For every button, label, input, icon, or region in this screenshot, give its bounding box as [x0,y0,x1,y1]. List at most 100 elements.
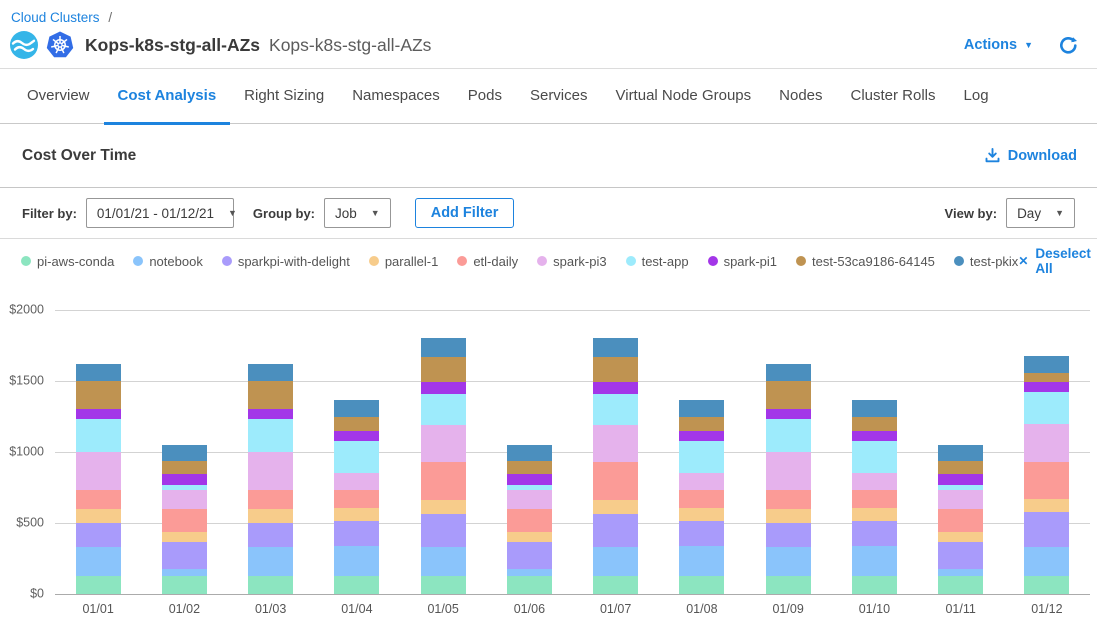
bar-segment-pi-aws-conda[interactable] [851,575,897,594]
bar-segment-sparkpi-with-delight[interactable] [420,513,466,548]
bar-segment-etl-daily[interactable] [75,489,121,509]
bar-segment-spark-pi3[interactable] [593,425,639,462]
bar-segment-etl-daily[interactable] [1024,461,1070,499]
bar-segment-spark-pi1[interactable] [420,381,466,394]
bar-segment-parallel-1[interactable] [75,508,121,524]
bar-segment-sparkpi-with-delight[interactable] [593,513,639,548]
bar-segment-test-pkix[interactable] [75,364,121,382]
tab-namespaces[interactable]: Namespaces [352,87,440,104]
bar-segment-pi-aws-conda[interactable] [506,576,552,594]
bar-segment-notebook[interactable] [1024,547,1070,576]
tab-virtual-node-groups[interactable]: Virtual Node Groups [615,87,752,104]
stacked-bar-01-04[interactable] [334,399,380,594]
bar-segment-test-pkix[interactable] [506,444,552,461]
bar-segment-spark-pi3[interactable] [851,472,897,490]
bar-segment-sparkpi-with-delight[interactable] [248,523,294,548]
bar-segment-pi-aws-conda[interactable] [1024,575,1070,594]
stacked-bar-01-03[interactable] [248,364,294,594]
bar-segment-notebook[interactable] [334,546,380,576]
add-filter-button[interactable]: Add Filter [414,198,515,228]
bar-segment-notebook[interactable] [765,547,811,577]
bar-segment-sparkpi-with-delight[interactable] [1024,511,1070,548]
bar-segment-test-app[interactable] [679,441,725,473]
stacked-bar-01-08[interactable] [679,399,725,594]
bar-segment-pi-aws-conda[interactable] [334,575,380,594]
bar-segment-sparkpi-with-delight[interactable] [161,542,207,570]
bar-segment-test-53ca9186-64145[interactable] [938,460,984,475]
bar-segment-notebook[interactable] [420,547,466,576]
bar-segment-test-pkix[interactable] [765,364,811,382]
bar-segment-pi-aws-conda[interactable] [679,575,725,594]
download-button[interactable]: Download [985,148,1077,164]
bar-segment-spark-pi3[interactable] [679,472,725,490]
bar-segment-sparkpi-with-delight[interactable] [75,523,121,548]
bar-segment-test-pkix[interactable] [593,338,639,357]
stacked-bar-01-10[interactable] [851,399,897,594]
stacked-bar-01-09[interactable] [765,364,811,594]
bar-segment-etl-daily[interactable] [248,489,294,509]
bar-segment-spark-pi3[interactable] [75,452,121,490]
bar-segment-parallel-1[interactable] [593,499,639,514]
bar-segment-test-app[interactable] [938,484,984,490]
bar-segment-test-pkix[interactable] [248,364,294,382]
bar-segment-test-app[interactable] [75,419,121,453]
bar-segment-spark-pi3[interactable] [161,489,207,509]
legend-item-sparkpi-with-delight[interactable]: sparkpi-with-delight [221,254,350,269]
bar-segment-spark-pi3[interactable] [248,452,294,490]
bar-segment-notebook[interactable] [248,547,294,577]
bar-segment-spark-pi3[interactable] [506,489,552,509]
bar-segment-test-pkix[interactable] [161,444,207,461]
legend-item-test-53ca9186-64145[interactable]: test-53ca9186-64145 [796,254,935,269]
bar-segment-test-53ca9186-64145[interactable] [420,356,466,382]
bar-segment-notebook[interactable] [593,547,639,576]
bar-segment-spark-pi1[interactable] [679,431,725,442]
bar-segment-test-app[interactable] [1024,391,1070,425]
stacked-bar-01-02[interactable] [161,444,207,594]
bar-segment-spark-pi1[interactable] [248,408,294,420]
tab-cost-analysis[interactable]: Cost Analysis [103,69,231,125]
bar-segment-etl-daily[interactable] [938,508,984,532]
bar-segment-pi-aws-conda[interactable] [248,576,294,594]
group-by-select[interactable]: Job ▼ [324,198,391,228]
bar-segment-test-53ca9186-64145[interactable] [1024,372,1070,383]
bar-segment-notebook[interactable] [938,569,984,577]
bar-segment-pi-aws-conda[interactable] [938,576,984,594]
stacked-bar-01-07[interactable] [593,338,639,594]
bar-segment-pi-aws-conda[interactable] [765,576,811,594]
bar-segment-spark-pi3[interactable] [765,452,811,490]
bar-segment-etl-daily[interactable] [765,489,811,509]
bar-segment-etl-daily[interactable] [420,461,466,500]
bar-segment-spark-pi1[interactable] [851,431,897,442]
bar-segment-test-53ca9186-64145[interactable] [679,417,725,432]
deselect-all-button[interactable]: ✕ Deselect All [1018,246,1091,276]
stacked-bar-01-01[interactable] [75,364,121,594]
bar-segment-parallel-1[interactable] [334,508,380,521]
bar-segment-test-app[interactable] [334,441,380,473]
bar-segment-sparkpi-with-delight[interactable] [851,520,897,547]
bar-segment-test-app[interactable] [593,393,639,426]
legend-item-etl-daily[interactable]: etl-daily [457,254,518,269]
bar-segment-sparkpi-with-delight[interactable] [679,520,725,547]
legend-item-test-app[interactable]: test-app [625,254,689,269]
tab-pods[interactable]: Pods [467,87,502,104]
bar-segment-parallel-1[interactable] [765,508,811,524]
bar-segment-test-53ca9186-64145[interactable] [248,381,294,409]
bar-segment-test-app[interactable] [851,441,897,473]
bar-segment-etl-daily[interactable] [506,508,552,532]
bar-segment-etl-daily[interactable] [851,489,897,509]
tab-cluster-rolls[interactable]: Cluster Rolls [850,87,936,104]
bar-segment-test-53ca9186-64145[interactable] [593,356,639,382]
bar-segment-spark-pi1[interactable] [161,474,207,485]
legend-item-spark-pi3[interactable]: spark-pi3 [537,254,607,269]
breadcrumb-link-cloud-clusters[interactable]: Cloud Clusters [11,10,100,25]
bar-segment-spark-pi1[interactable] [765,408,811,420]
bar-segment-notebook[interactable] [851,546,897,576]
bar-segment-test-app[interactable] [161,484,207,490]
bar-segment-spark-pi3[interactable] [420,425,466,462]
bar-segment-test-53ca9186-64145[interactable] [161,460,207,475]
tab-nodes[interactable]: Nodes [779,87,823,104]
bar-segment-spark-pi1[interactable] [938,474,984,485]
bar-segment-test-app[interactable] [420,393,466,426]
bar-segment-etl-daily[interactable] [334,489,380,509]
bar-segment-notebook[interactable] [75,547,121,577]
